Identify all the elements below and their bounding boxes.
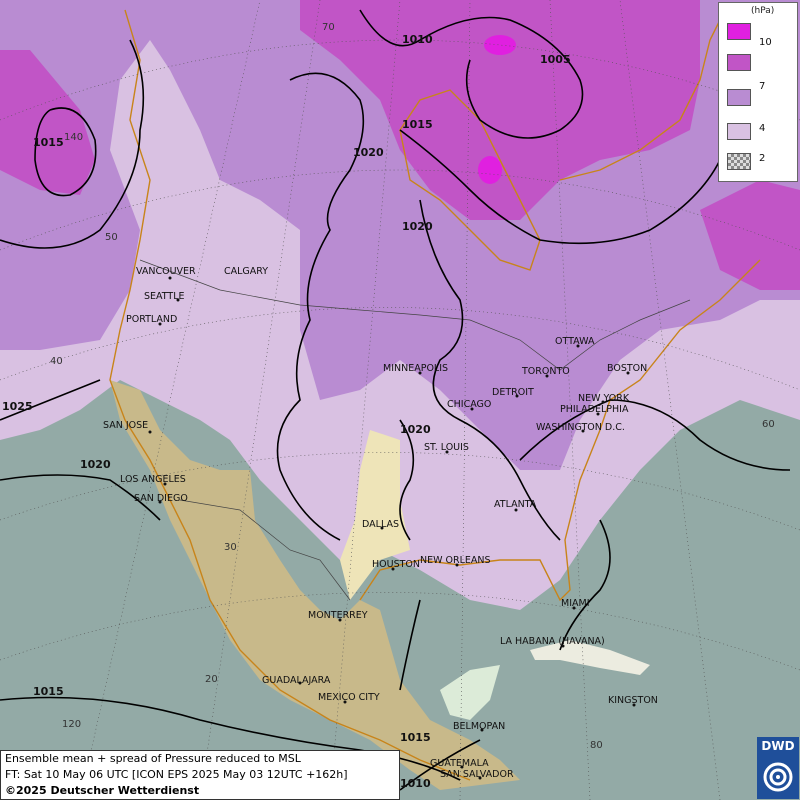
city-label: DALLAS bbox=[362, 519, 399, 530]
city-label: MONTERREY bbox=[308, 610, 368, 621]
legend-tick: 4 bbox=[759, 123, 766, 134]
grid-label: 50 bbox=[105, 232, 118, 243]
city-label: NEW ORLEANS bbox=[420, 555, 491, 566]
grid-label: 20 bbox=[205, 674, 218, 685]
spread-area-max bbox=[478, 156, 502, 184]
isobar-label: 1005 bbox=[540, 53, 571, 66]
city-label: SAN JOSE bbox=[103, 420, 148, 431]
grid-label: 80 bbox=[590, 740, 603, 751]
legend-tick: 7 bbox=[759, 81, 766, 92]
isobar-label: 1015 bbox=[400, 731, 431, 744]
dwd-swirl-icon bbox=[763, 762, 793, 792]
isobar-label: 1025 bbox=[2, 400, 33, 413]
isobar-label: 1020 bbox=[402, 220, 433, 233]
grid-label: 140 bbox=[64, 132, 83, 143]
legend-swatch-max bbox=[727, 23, 751, 40]
city-label: CHICAGO bbox=[447, 399, 491, 410]
forecast-info-box: Ensemble mean + spread of Pressure reduc… bbox=[0, 750, 400, 800]
spread-area-high bbox=[300, 0, 700, 220]
border-us-mexico bbox=[179, 499, 351, 601]
city-label: MEXICO CITY bbox=[318, 692, 380, 703]
city-label: WASHINGTON D.C. bbox=[536, 422, 625, 433]
isobar-label: 1020 bbox=[400, 423, 431, 436]
city-label: OTTAWA bbox=[555, 336, 595, 347]
coastline-gulf bbox=[359, 259, 761, 602]
city-label: LA HABANA (HAVANA) bbox=[500, 636, 605, 647]
city-label: BELMOPAN bbox=[453, 721, 505, 732]
isobar-label: 1020 bbox=[353, 146, 384, 159]
city-label: TORONTO bbox=[521, 366, 570, 377]
coastline-west bbox=[109, 9, 471, 781]
city-markers bbox=[148, 276, 636, 780]
spread-area-high-east bbox=[700, 180, 800, 290]
city-label: GUADALAJARA bbox=[262, 675, 331, 686]
legend-tick: 10 bbox=[759, 37, 772, 48]
terrain-yucatan bbox=[440, 665, 500, 720]
city-label: ST. LOUIS bbox=[424, 442, 469, 453]
spread-area-max-north bbox=[484, 35, 516, 55]
isobar-label: 1010 bbox=[400, 777, 431, 790]
legend-swatch-min bbox=[727, 153, 751, 170]
city-label: CALGARY bbox=[224, 266, 268, 277]
grid-label: 30 bbox=[224, 542, 237, 553]
city-label: HOUSTON bbox=[372, 559, 420, 570]
city-label: MIAMI bbox=[561, 598, 590, 609]
city-label: SAN SALVADOR bbox=[440, 769, 514, 780]
legend-unit: (hPa) bbox=[751, 6, 775, 16]
grid-label: 60 bbox=[762, 419, 775, 430]
isobar-label: 1015 bbox=[33, 136, 64, 149]
city-label: KINGSTON bbox=[608, 695, 658, 706]
legend-swatch-high bbox=[727, 54, 751, 71]
legend-swatch-medium bbox=[727, 89, 751, 106]
city-label: MINNEAPOLIS bbox=[383, 363, 448, 374]
grid-label: 70 bbox=[322, 22, 335, 33]
spread-area-high-west bbox=[0, 50, 95, 195]
spread-legend: (hPa) 10 7 4 2 bbox=[718, 2, 798, 182]
dwd-logo: DWD bbox=[757, 737, 799, 799]
city-label: BOSTON bbox=[607, 363, 647, 374]
product-title: Ensemble mean + spread of Pressure reduc… bbox=[5, 752, 301, 765]
coastline-northeast bbox=[559, 19, 721, 181]
terrain-texas bbox=[340, 430, 410, 600]
isobar-label: 1015 bbox=[33, 685, 64, 698]
isobar-label: 1010 bbox=[402, 33, 433, 46]
terrain-mexico bbox=[110, 380, 520, 790]
isobars bbox=[0, 9, 791, 791]
city-label: VANCOUVER bbox=[136, 266, 196, 277]
city-label: PORTLAND bbox=[126, 314, 177, 325]
border-us-canada bbox=[139, 259, 691, 371]
city-label: GUATEMALA bbox=[430, 758, 489, 769]
dwd-logo-text: DWD bbox=[761, 739, 795, 753]
legend-swatch-low bbox=[727, 123, 751, 140]
city-label: SEATTLE bbox=[144, 291, 185, 302]
copyright: ©2025 Deutscher Wetterdienst bbox=[5, 784, 200, 797]
city-label: SAN DIEGO bbox=[134, 493, 188, 504]
isobar-label: 1020 bbox=[80, 458, 111, 471]
legend-tick: 2 bbox=[759, 153, 766, 164]
city-label: LOS ANGELES bbox=[120, 474, 186, 485]
isobar-label: 1015 bbox=[402, 118, 433, 131]
forecast-time: FT: Sat 10 May 06 UTC [ICON EPS 2025 May… bbox=[5, 768, 348, 781]
city-label: NEW YORK bbox=[578, 393, 630, 404]
city-label: ATLANTA bbox=[494, 499, 537, 510]
city-label: PHILADELPHIA bbox=[560, 404, 629, 415]
grid-label: 120 bbox=[62, 719, 81, 730]
city-label: DETROIT bbox=[492, 387, 534, 398]
grid-label: 40 bbox=[50, 356, 63, 367]
